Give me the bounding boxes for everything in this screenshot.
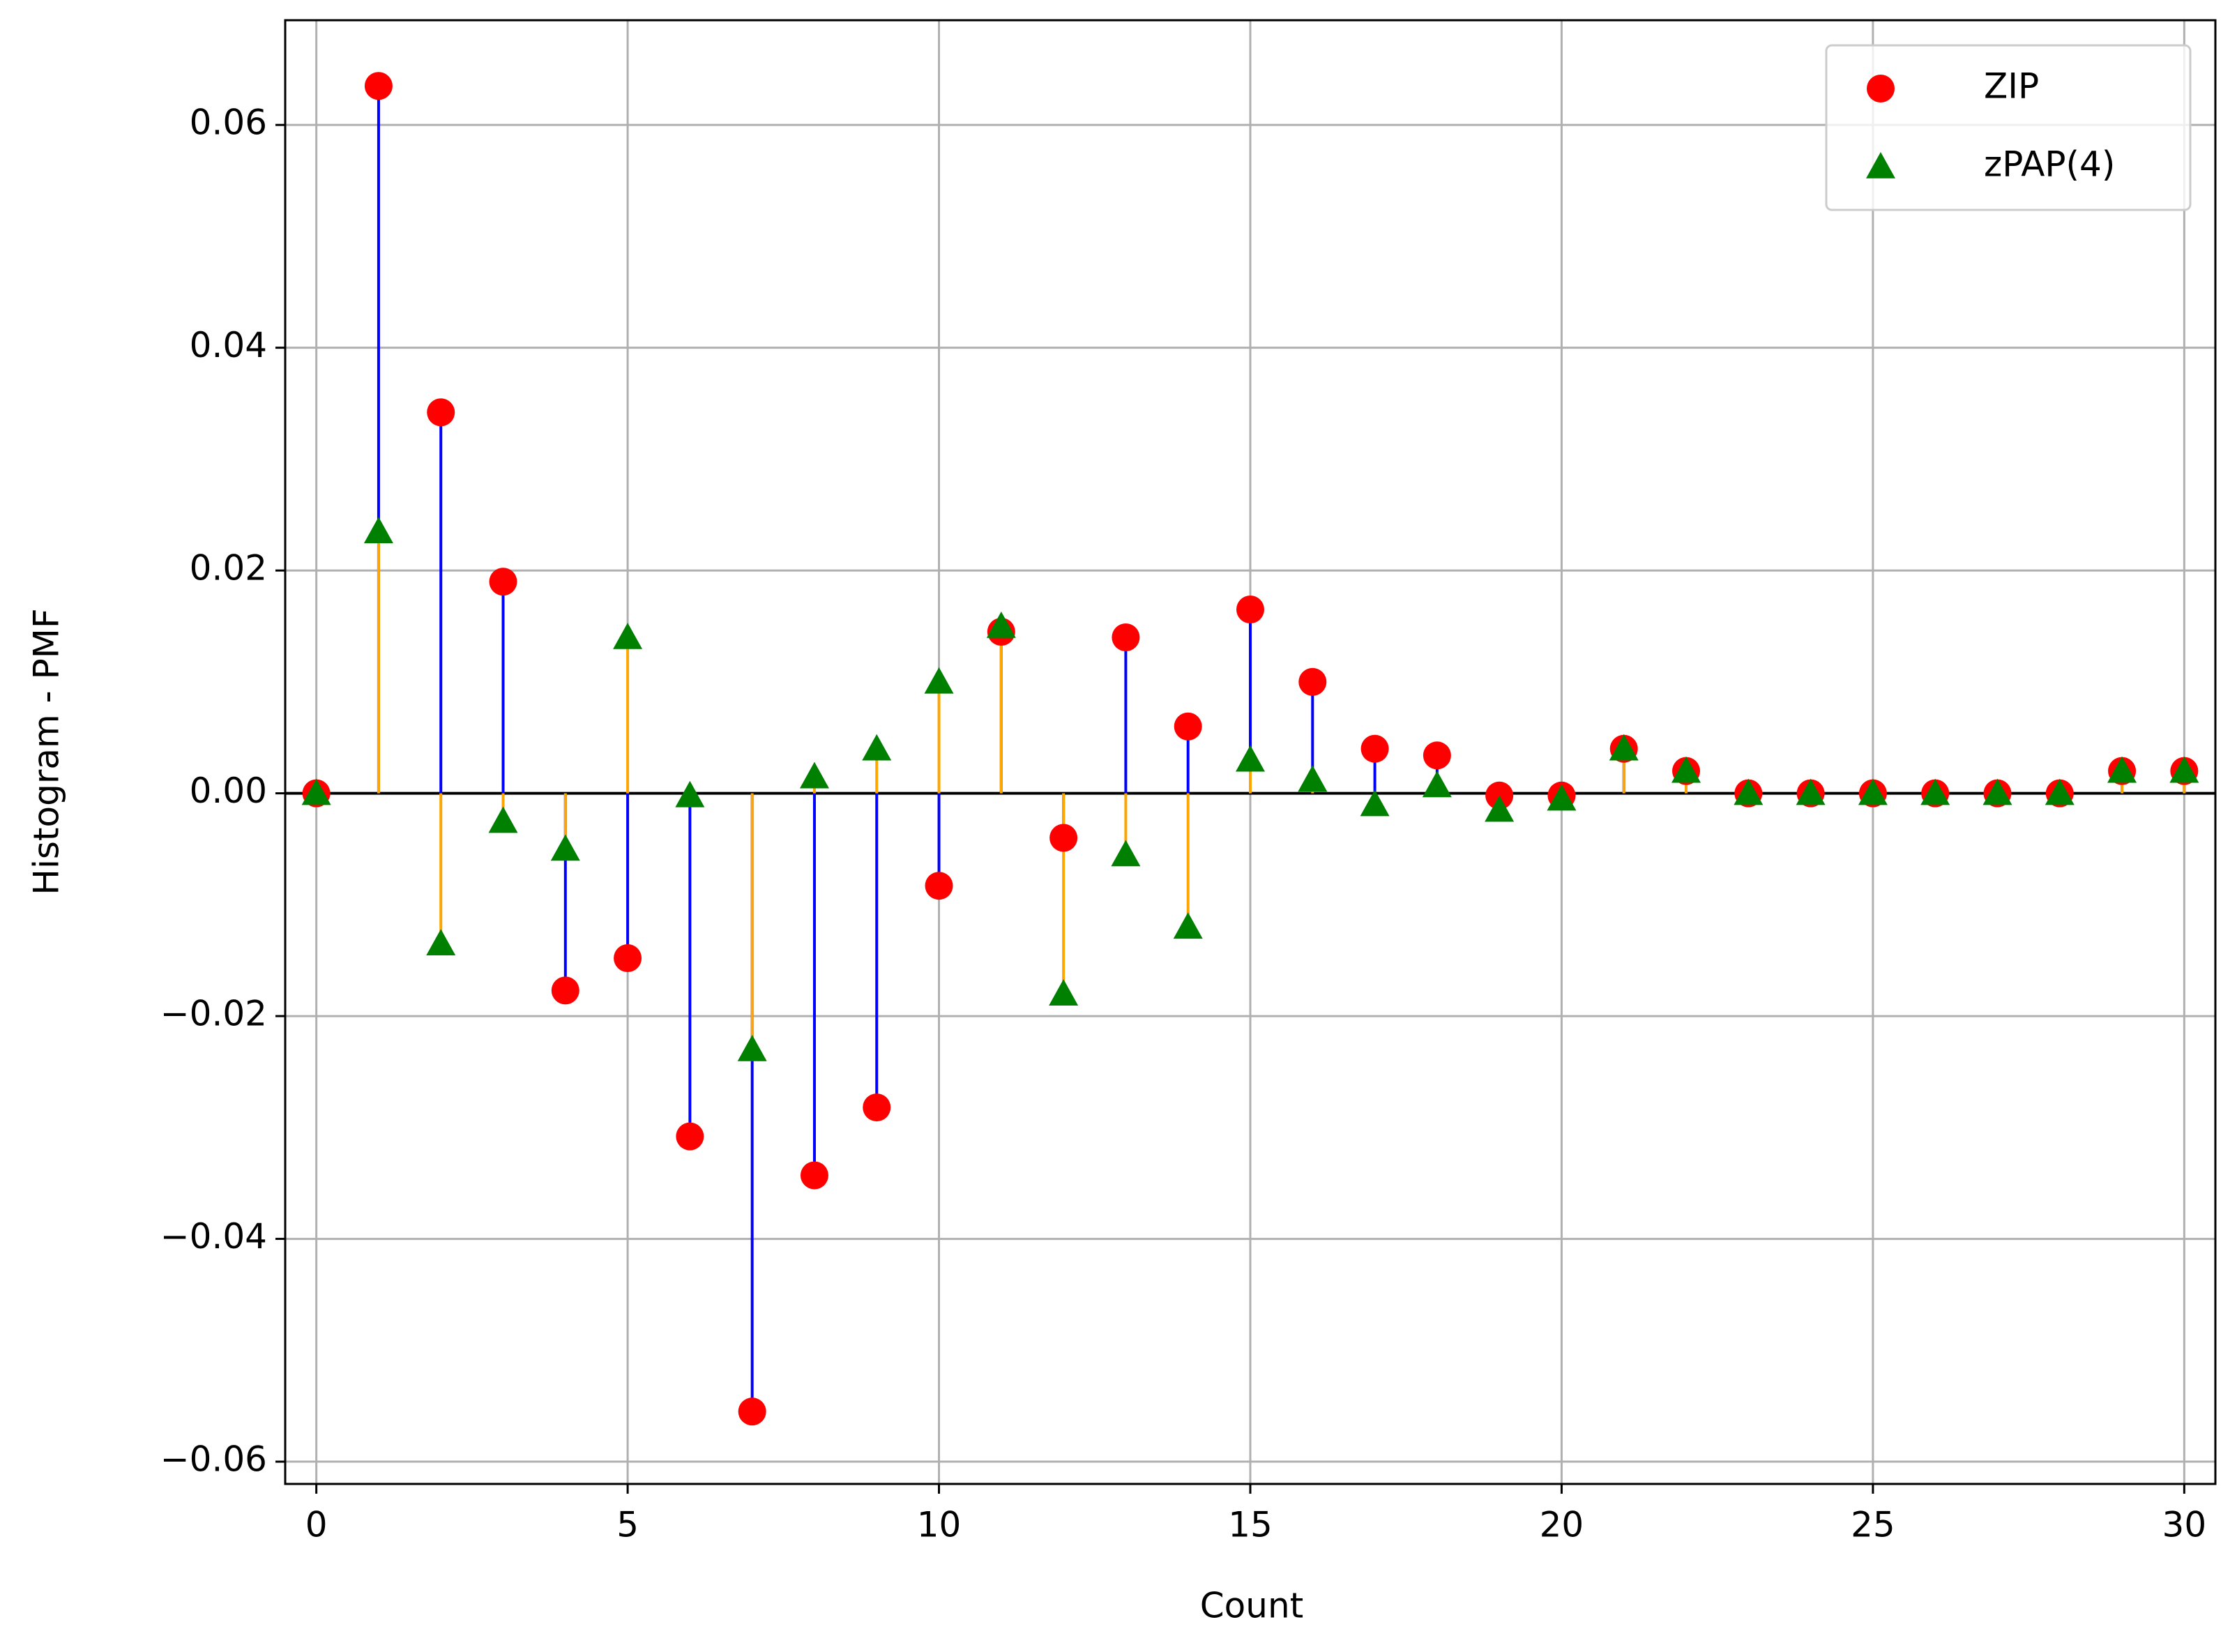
legend: ZIP zPAP(4) [1825, 44, 2192, 211]
marker [925, 872, 953, 900]
marker [1422, 771, 1452, 798]
x-tick-label: 5 [616, 1505, 639, 1545]
marker [1049, 979, 1079, 1006]
marker [1671, 756, 1701, 783]
y-tick-label: 0.02 [190, 548, 267, 589]
marker [1173, 912, 1203, 939]
marker [550, 834, 580, 861]
marker [862, 734, 892, 761]
plot-frame [284, 19, 2217, 1485]
marker [1866, 152, 1895, 179]
y-axis-label: Histogram - PMF [26, 608, 67, 895]
y-tick-label: 0.04 [190, 325, 267, 365]
marker [1298, 667, 1327, 696]
marker [1609, 734, 1639, 761]
marker [489, 568, 517, 596]
marker [2107, 756, 2137, 783]
marker [1485, 795, 1515, 822]
marker [363, 517, 393, 544]
x-axis-label: Count [1200, 1586, 1304, 1626]
y-tick-label: 0.06 [190, 103, 267, 143]
legend-label: ZIP [1984, 66, 2039, 107]
marker [1423, 741, 1451, 770]
marker [986, 611, 1016, 638]
marker [676, 1122, 704, 1151]
marker [800, 1161, 828, 1190]
marker [924, 667, 954, 694]
legend-label: zPAP(4) [1984, 144, 2115, 185]
legend-box [1825, 44, 2192, 211]
y-tick-label: −0.02 [160, 994, 267, 1034]
marker [1982, 778, 2012, 805]
marker [1111, 840, 1141, 867]
marker [2169, 756, 2199, 783]
marker [1049, 824, 1078, 852]
marker [737, 1035, 767, 1061]
marker [426, 929, 456, 956]
marker [863, 1093, 891, 1122]
marker [614, 944, 642, 973]
marker [1360, 789, 1390, 817]
marker [1734, 778, 1764, 805]
marker [1547, 784, 1577, 811]
y-tick-label: 0.00 [190, 771, 267, 811]
marker [1236, 745, 1265, 772]
y-tick-label: −0.06 [160, 1439, 267, 1480]
x-tick-label: 10 [917, 1505, 962, 1545]
marker [1920, 778, 1950, 805]
marker [551, 976, 579, 1005]
marker [738, 1397, 766, 1426]
marker [675, 780, 705, 808]
x-tick-label: 0 [305, 1505, 328, 1545]
marker [301, 778, 331, 805]
marker [1360, 734, 1389, 763]
marker [2045, 778, 2075, 805]
marker [488, 806, 518, 833]
marker [427, 398, 455, 427]
marker [1796, 778, 1826, 805]
marker [1867, 75, 1895, 103]
marker [1236, 596, 1264, 624]
x-tick-label: 20 [1540, 1505, 1584, 1545]
x-tick-label: 15 [1228, 1505, 1273, 1545]
marker [364, 72, 393, 100]
marker [1858, 778, 1888, 805]
marker [1298, 765, 1328, 792]
marker [1112, 623, 1140, 651]
x-tick-label: 25 [1851, 1505, 1895, 1545]
marker [613, 622, 643, 649]
marker [799, 761, 829, 789]
marker [1174, 712, 1202, 741]
x-tick-label: 30 [2162, 1505, 2207, 1545]
y-tick-label: −0.04 [160, 1216, 267, 1257]
